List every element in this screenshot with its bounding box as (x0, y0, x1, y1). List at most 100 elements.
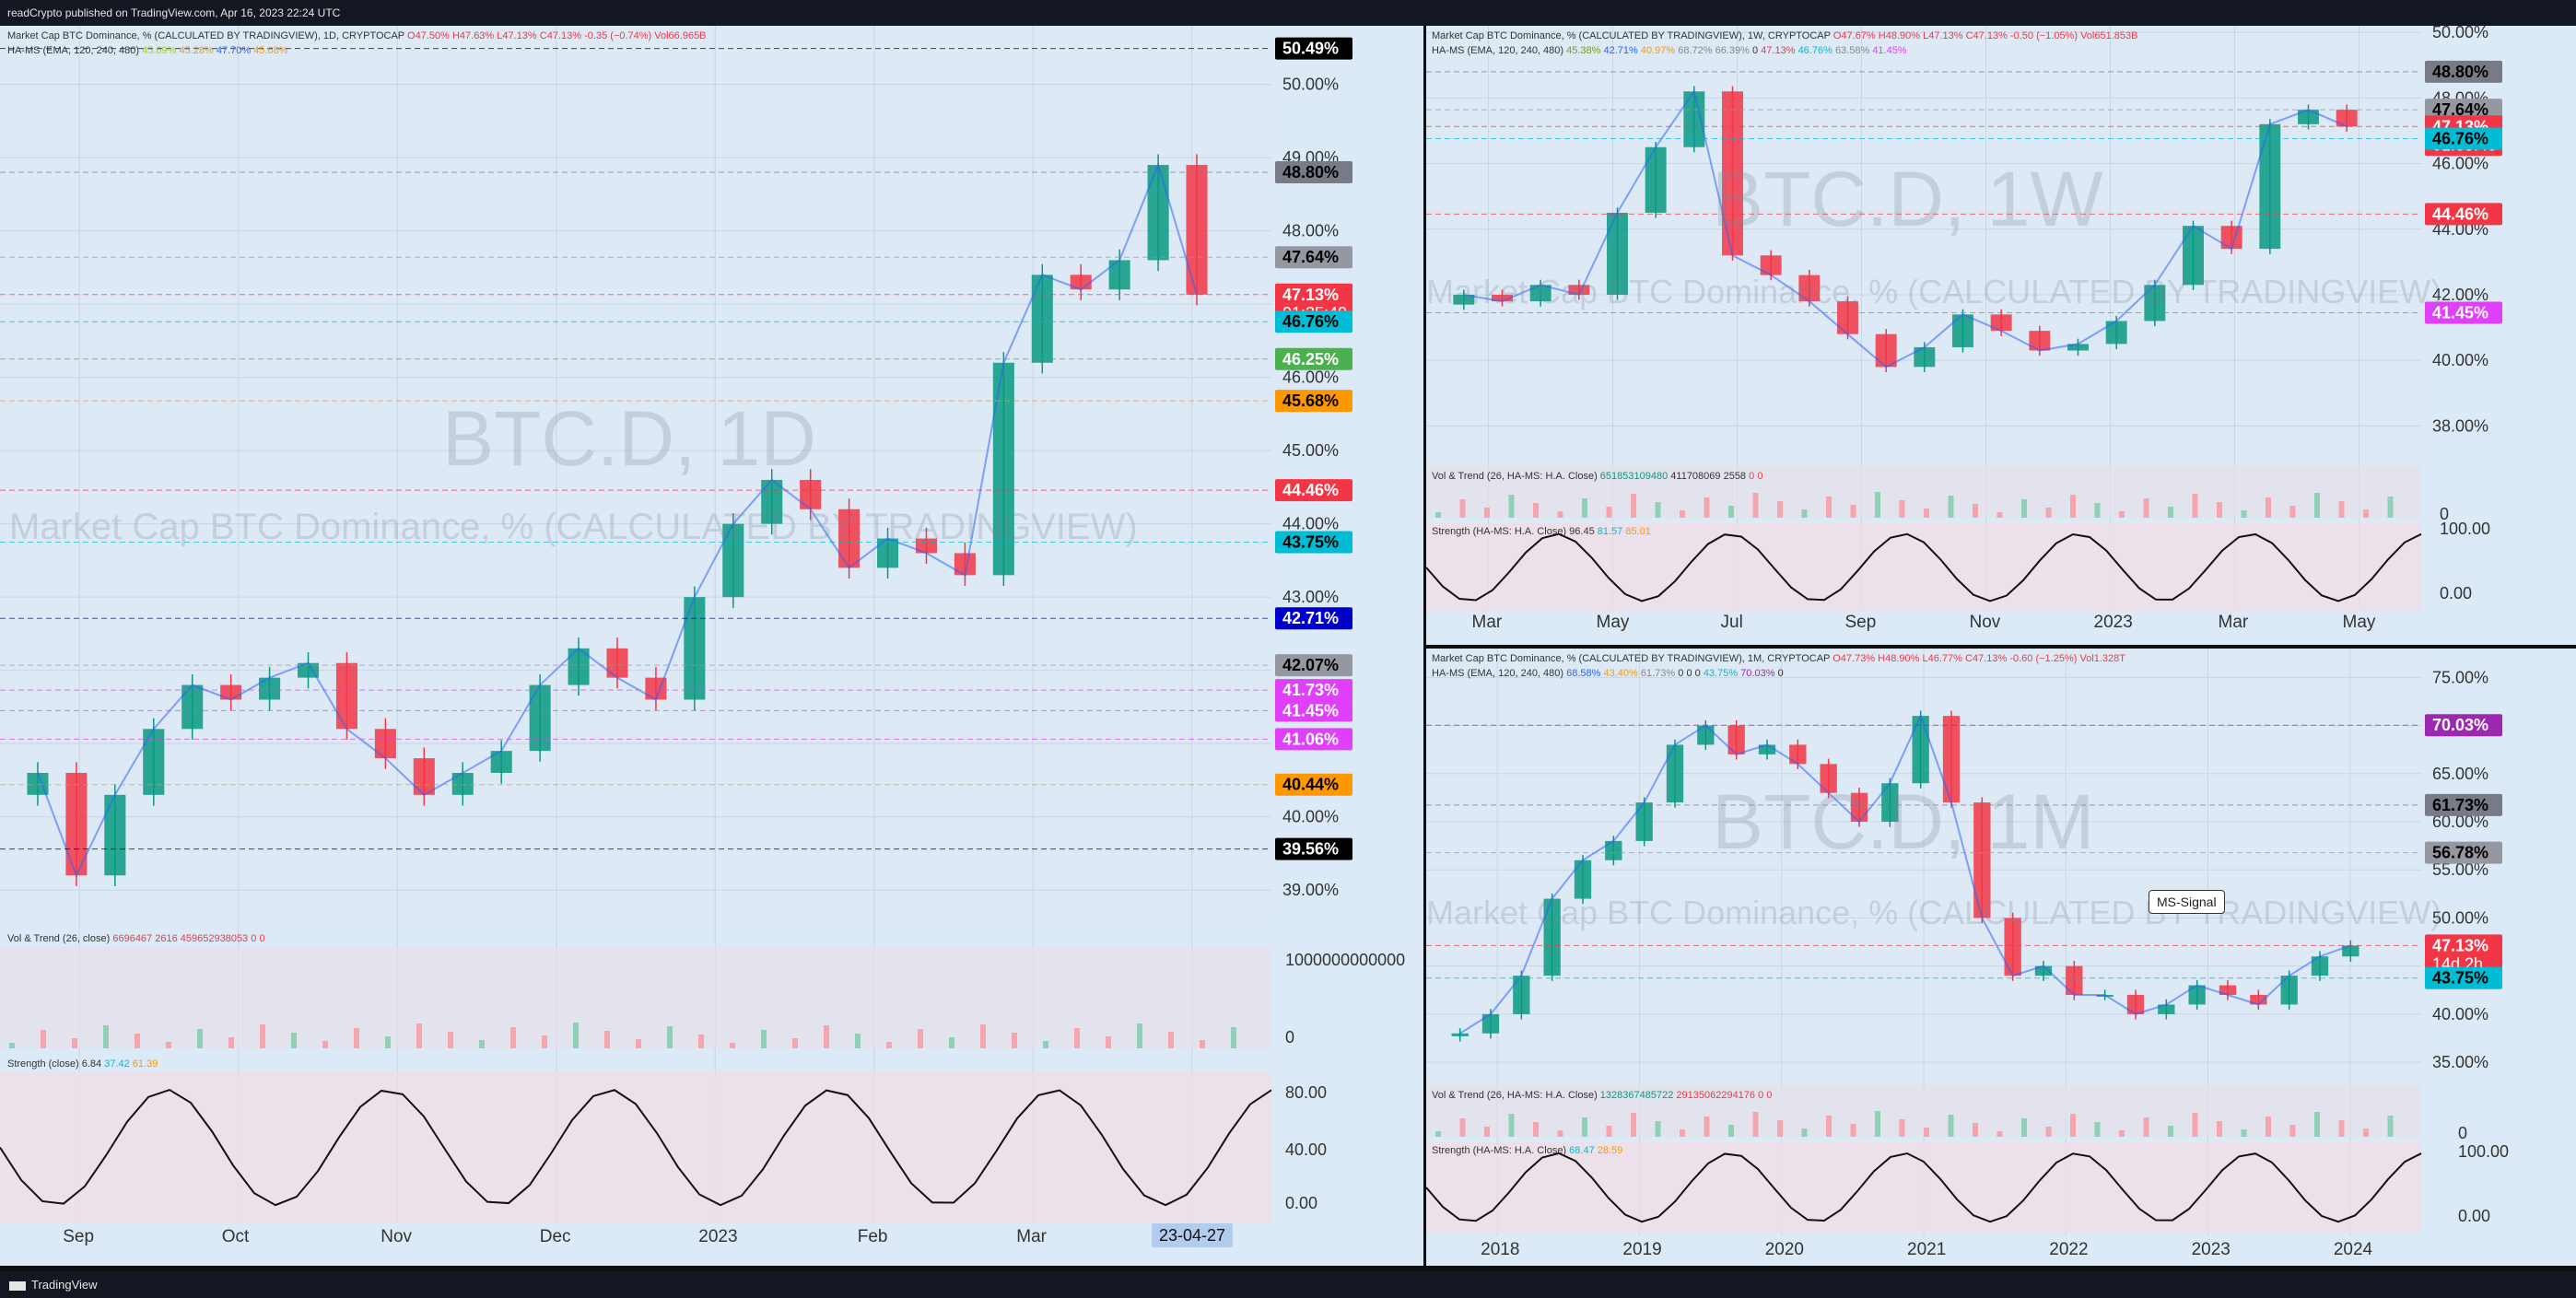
weekly-strength-label: Strength (HA-MS: H.A. Close) (1432, 526, 1567, 537)
weekly-legend-main: Market Cap BTC Dominance, % (CALCULATED … (1432, 29, 2137, 43)
y-tick-label: 40.00% (1282, 808, 1339, 826)
daily-chart-canvas[interactable]: 50.00%49.00%48.00%47.00%46.00%45.00%44.0… (0, 26, 1423, 1266)
volume-bar (228, 1037, 234, 1048)
x-tick-label: Sep (63, 1227, 94, 1246)
volume-bar (1231, 1027, 1236, 1048)
monthly-chart-canvas[interactable]: 75.00%70.00%65.00%60.00%55.00%50.00%45.0… (1426, 649, 2576, 1266)
candle-body (2336, 110, 2358, 127)
daily-vol-val: 6696467 2616 (112, 933, 178, 944)
price-tag-label: 43.75% (2432, 969, 2488, 988)
candle-body (1837, 301, 1858, 334)
volume-bar (1924, 509, 1929, 518)
candle-body (374, 729, 396, 759)
volume-bar (510, 1027, 516, 1048)
volume-bar (1655, 502, 1661, 518)
price-tag-label: 44.46% (2432, 205, 2488, 223)
candle-body (568, 648, 590, 685)
price-tag-box (1275, 531, 1352, 554)
volume-bar (1533, 1122, 1539, 1137)
volume-bar (2045, 1127, 2052, 1137)
weekly-hams-val: 0 (1752, 45, 1759, 56)
candle-body (2158, 1004, 2175, 1014)
weekly-chart-pane[interactable]: 50.00% 48.00% 46.00% 44.00% 42.00% 40.00% 38.0… (1426, 26, 2576, 645)
candle-body (1990, 314, 2012, 332)
daily-strength-label: Strength (close) (7, 1058, 79, 1070)
weekly-chart-canvas[interactable]: 50.00%48.00%46.00%44.00%42.00%40.00%38.0… (1426, 26, 2576, 645)
candle-body (413, 758, 435, 795)
daily-vol-axis-zero: 0 (1285, 1028, 1295, 1047)
volume-bar (761, 1030, 767, 1048)
x-tick-label: Mar (2219, 613, 2249, 632)
volume-bar (698, 1035, 704, 1048)
volume-bar (1435, 512, 1441, 518)
daily-legend-low: L47.13% (497, 30, 537, 41)
y-tick-label: 39.00% (1282, 881, 1339, 899)
volume-bar (135, 1034, 140, 1048)
candle-body (2144, 285, 2166, 322)
volume-pane (0, 947, 1271, 1048)
candle-body (1635, 802, 1653, 841)
monthly-strength-val: 68.47 (1569, 1145, 1595, 1156)
x-tick-label: 2024 (2334, 1240, 2373, 1259)
monthly-legend-open: O47.73% (1832, 653, 1876, 664)
weekly-hams-val: 42.71% (1603, 45, 1638, 56)
volume-bar (1508, 1114, 1515, 1137)
candle-body (529, 684, 551, 752)
volume-bar (2021, 499, 2027, 518)
price-tag-label: 48.80% (2432, 63, 2488, 81)
y-tick-label: 50.00% (2432, 26, 2488, 41)
monthly-chart-pane[interactable]: 75.00%70.00%65.00%60.00%55.00%50.00%45.0… (1426, 649, 2576, 1266)
volume-bar (1948, 496, 1954, 518)
candle-body (838, 509, 861, 568)
candle-body (1481, 1013, 1500, 1034)
volume-bar (2266, 497, 2271, 518)
volume-bar (1680, 510, 1685, 518)
weekly-hams-val: 68.72% (1678, 45, 1713, 56)
price-tag-label: 50.49% (1282, 40, 1339, 58)
volume-bar (2021, 1118, 2027, 1137)
candle-body (2066, 965, 2083, 995)
candle-body (1875, 333, 1897, 368)
volume-bar (1043, 1041, 1048, 1048)
price-tag-label: 48.80% (1282, 163, 1339, 181)
candle-body (606, 648, 628, 678)
volume-bar (291, 1033, 297, 1048)
price-tag-box (1275, 390, 1352, 413)
monthly-strength-axis: 0.00 (2458, 1207, 2491, 1225)
price-tag-box (1275, 246, 1352, 269)
volume-bar (2192, 1113, 2198, 1137)
price-tag-box (1275, 607, 1352, 630)
weekly-hams-label: HA-MS (EMA, 120, 240, 480) (1432, 45, 1564, 56)
monthly-vol-axis-zero: 0 (2458, 1124, 2468, 1142)
monthly-strength-legend: Strength (HA-MS: H.A. Close) 68.47 28.59 (1432, 1144, 1622, 1158)
candle-body (1798, 275, 1821, 302)
price-tag-label: 47.13% (2432, 936, 2488, 954)
volume-bar (1582, 498, 1587, 518)
strength-pane (0, 1071, 1271, 1223)
x-tick-label: 2021 (1907, 1240, 1946, 1259)
price-tag-label: 41.06% (1282, 730, 1339, 748)
candle-body (2034, 965, 2053, 976)
price-plot-area (0, 26, 1271, 919)
volume-bar (949, 1037, 954, 1048)
daily-chart-pane[interactable]: 50.00%49.00%48.00%47.00%46.00%45.00%44.0… (0, 26, 1423, 1266)
y-tick-label: 50.00% (1282, 76, 1339, 94)
price-tag-label: 41.45% (2432, 304, 2488, 322)
volume-bar (1631, 1113, 1636, 1137)
price-tag-box (1275, 654, 1352, 677)
y-tick-label: 46.00% (1282, 368, 1339, 387)
candle-body (800, 479, 822, 509)
volume-bar (2241, 1129, 2247, 1137)
volume-bar (1582, 1117, 1587, 1137)
candle-body (1666, 744, 1684, 803)
strength-pane (1426, 1142, 2421, 1233)
price-tag-box (1275, 37, 1352, 60)
price-tag-box (2425, 60, 2502, 83)
candle-body (1574, 859, 1592, 899)
daily-legend-open: O47.50% (407, 30, 450, 41)
x-tick-label: Jul (1721, 613, 1743, 632)
volume-bar (2217, 1121, 2222, 1137)
volume-bar (1948, 1115, 1954, 1137)
ms-signal-callout: MS-Signal (2149, 890, 2225, 914)
volume-bar (1459, 499, 1466, 518)
